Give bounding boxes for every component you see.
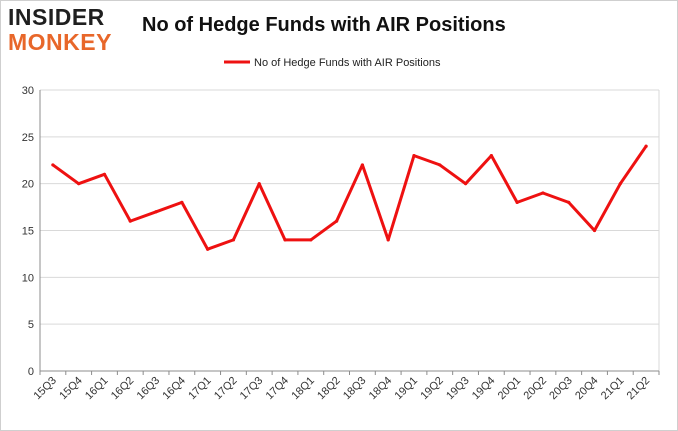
x-tick-label-20Q3: 20Q3 — [547, 375, 575, 403]
data-point-17Q4 — [283, 238, 287, 242]
x-tick-label-16Q2: 16Q2 — [109, 375, 137, 403]
data-point-16Q4 — [180, 200, 184, 204]
data-point-18Q3 — [360, 163, 364, 167]
x-tick-label-18Q1: 18Q1 — [289, 375, 317, 403]
x-tick-label-17Q3: 17Q3 — [238, 375, 266, 403]
data-point-16Q3 — [154, 210, 158, 214]
series-line-0 — [51, 144, 648, 251]
gridlines — [40, 89, 660, 371]
x-tick-label-16Q4: 16Q4 — [160, 375, 188, 403]
data-point-19Q2 — [438, 163, 442, 167]
x-tick-label-21Q1: 21Q1 — [599, 375, 627, 403]
x-tick-label-20Q1: 20Q1 — [496, 375, 524, 403]
legend-label: No of Hedge Funds with AIR Positions — [254, 57, 441, 69]
x-tick-label-16Q3: 16Q3 — [135, 375, 163, 403]
x-tick-label-15Q3: 15Q3 — [31, 375, 59, 403]
x-tick-label-19Q1: 19Q1 — [393, 375, 421, 403]
x-tick-label-15Q4: 15Q4 — [57, 375, 85, 403]
logo-line-1: INSIDER — [8, 4, 105, 30]
data-point-20Q3 — [567, 200, 571, 204]
legend: No of Hedge Funds with AIR Positions — [224, 57, 441, 69]
x-tick-label-18Q3: 18Q3 — [341, 375, 369, 403]
y-tick-label-5: 5 — [28, 319, 34, 331]
x-tick-labels: 15Q315Q416Q116Q216Q316Q417Q117Q217Q317Q4… — [31, 375, 652, 403]
x-tick-label-19Q4: 19Q4 — [470, 375, 498, 403]
axes — [39, 90, 660, 375]
x-tick-label-20Q4: 20Q4 — [573, 375, 601, 403]
x-tick-label-18Q2: 18Q2 — [315, 375, 343, 403]
y-tick-label-15: 15 — [22, 226, 34, 238]
x-tick-label-17Q1: 17Q1 — [186, 375, 214, 403]
y-tick-labels: 0 5 10 15 20 25 30 — [22, 85, 34, 378]
data-point-15Q4 — [77, 182, 81, 186]
x-tick-label-17Q2: 17Q2 — [212, 375, 240, 403]
data-point-21Q2 — [644, 144, 648, 148]
y-tick-label-25: 25 — [22, 132, 34, 144]
x-tick-label-16Q1: 16Q1 — [83, 375, 111, 403]
y-tick-label-0: 0 — [28, 366, 34, 378]
y-tick-label-10: 10 — [22, 272, 34, 284]
data-point-16Q2 — [128, 219, 132, 223]
data-point-18Q4 — [386, 238, 390, 242]
y-tick-label-20: 20 — [22, 179, 34, 191]
data-point-21Q1 — [618, 182, 622, 186]
x-tick-label-21Q2: 21Q2 — [625, 375, 653, 403]
x-tick-label-17Q4: 17Q4 — [264, 375, 292, 403]
chart-title: No of Hedge Funds with AIR Positions — [142, 14, 506, 36]
insider-monkey-logo: INSIDER MONKEY — [8, 6, 128, 56]
logo-line-2: MONKEY — [8, 29, 112, 55]
x-tick-label-19Q3: 19Q3 — [444, 375, 472, 403]
data-point-19Q3 — [463, 182, 468, 186]
data-point-18Q2 — [335, 219, 339, 223]
data-point-19Q4 — [489, 153, 493, 158]
data-point-16Q1 — [102, 172, 107, 176]
data-point-19Q1 — [412, 153, 416, 158]
data-point-17Q3 — [257, 182, 261, 186]
data-point-20Q4 — [592, 228, 597, 233]
data-point-17Q2 — [231, 238, 236, 242]
series-group — [51, 144, 648, 251]
data-point-15Q3 — [51, 163, 55, 167]
y-tick-label-30: 30 — [22, 85, 34, 97]
x-tick-label-18Q4: 18Q4 — [367, 375, 395, 403]
x-tick-label-19Q2: 19Q2 — [418, 375, 446, 403]
data-point-20Q2 — [541, 191, 545, 195]
x-tick-label-20Q2: 20Q2 — [522, 375, 550, 403]
data-point-17Q1 — [206, 247, 210, 251]
data-point-18Q1 — [309, 238, 313, 242]
data-point-20Q1 — [515, 200, 519, 204]
